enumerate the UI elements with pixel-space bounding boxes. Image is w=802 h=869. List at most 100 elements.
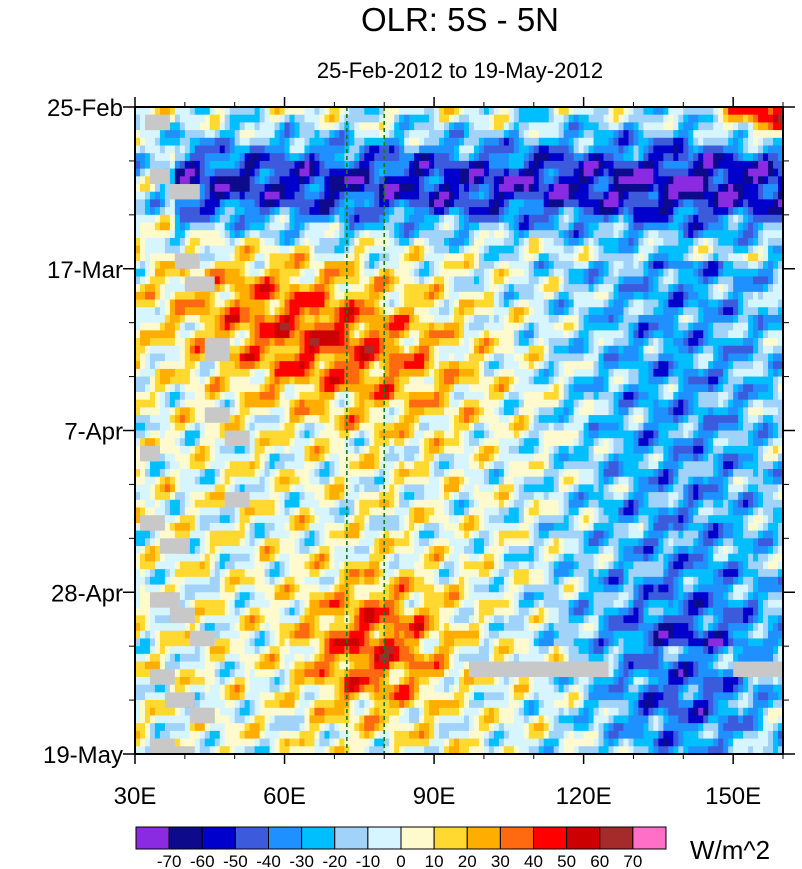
heatmap-cell: [663, 276, 669, 285]
heatmap-cell: [498, 137, 505, 147]
heatmap-cell: [384, 338, 390, 347]
heatmap-cell: [359, 338, 365, 347]
heatmap-cell: [743, 176, 749, 185]
heatmap-cell: [419, 284, 425, 293]
heatmap-cell: [508, 222, 515, 231]
heatmap-cell: [753, 207, 759, 216]
heatmap-cell: [688, 145, 694, 154]
heatmap-cell: [583, 114, 590, 123]
heatmap-cell: [708, 322, 714, 331]
heatmap-cell: [763, 276, 769, 285]
heatmap-cell: [184, 114, 191, 123]
heatmap-cell: [154, 345, 161, 355]
heatmap-cell: [349, 160, 355, 170]
heatmap-cell: [349, 122, 355, 131]
heatmap-cell: [229, 114, 236, 123]
heatmap-cell: [583, 168, 590, 177]
heatmap-cell: [309, 284, 316, 293]
heatmap-cell: [189, 368, 196, 378]
heatmap-cell: [184, 322, 191, 331]
heatmap-cell: [633, 184, 640, 193]
heatmap-cell: [314, 207, 321, 216]
heatmap-cell: [419, 291, 425, 301]
heatmap-cell: [174, 160, 181, 170]
heatmap-cell: [149, 291, 156, 301]
heatmap-cell: [558, 237, 565, 247]
heatmap-cell: [444, 237, 450, 247]
heatmap-cell: [429, 176, 435, 185]
heatmap-cell: [488, 230, 495, 239]
heatmap-cell: [683, 384, 689, 393]
heatmap-cell: [459, 291, 465, 301]
heatmap-cell: [334, 145, 340, 154]
heatmap-cell: [399, 276, 405, 285]
heatmap-cell: [693, 345, 699, 355]
heatmap-cell: [269, 291, 276, 301]
heatmap-cell: [454, 153, 460, 162]
heatmap-cell: [344, 353, 350, 362]
heatmap-cell: [409, 230, 415, 239]
heatmap-cell: [439, 168, 445, 177]
heatmap-cell: [139, 137, 146, 147]
heatmap-cell: [538, 345, 545, 355]
heatmap-cell: [384, 376, 390, 385]
heatmap-cell: [214, 130, 221, 139]
heatmap-cell: [683, 314, 689, 324]
heatmap-cell: [459, 345, 465, 355]
heatmap-cell: [249, 160, 256, 170]
heatmap-cell: [693, 168, 699, 177]
heatmap-cell: [658, 338, 664, 347]
heatmap-cell: [389, 276, 395, 285]
heatmap-cell: [508, 130, 515, 139]
heatmap-cell: [239, 276, 246, 285]
heatmap-cell: [259, 299, 266, 308]
heatmap-cell: [773, 353, 779, 362]
heatmap-cell: [179, 153, 186, 162]
heatmap-cell: [693, 237, 699, 247]
heatmap-cell: [473, 199, 480, 208]
heatmap-cell: [339, 399, 345, 408]
heatmap-cell: [638, 184, 645, 193]
heatmap-cell: [169, 384, 176, 393]
heatmap-cell: [538, 237, 545, 247]
heatmap-cell: [638, 222, 645, 231]
heatmap-cell: [369, 230, 375, 239]
heatmap-cell: [199, 368, 206, 378]
heatmap-cell: [294, 153, 301, 162]
heatmap-cell: [628, 237, 635, 247]
heatmap-cell: [633, 114, 640, 123]
heatmap-cell: [244, 207, 251, 216]
heatmap-cell: [758, 207, 764, 216]
heatmap-cell: [478, 230, 485, 239]
heatmap-cell: [703, 338, 709, 347]
heatmap-cell: [309, 299, 316, 308]
heatmap-cell: [304, 199, 311, 208]
heatmap-cell: [593, 276, 600, 285]
heatmap-cell: [159, 391, 166, 401]
heatmap-cell: [608, 361, 615, 370]
heatmap-cell: [384, 184, 390, 193]
heatmap-cell: [154, 199, 161, 208]
heatmap-cell: [329, 137, 335, 147]
heatmap-cell: [454, 214, 460, 224]
heatmap-cell: [558, 276, 565, 285]
heatmap-cell: [189, 307, 196, 316]
heatmap-cell: [653, 268, 659, 278]
heatmap-cell: [354, 268, 360, 278]
heatmap-cell: [419, 184, 425, 193]
heatmap-cell: [778, 207, 784, 216]
heatmap-cell: [523, 145, 530, 154]
heatmap-cell: [314, 176, 321, 185]
heatmap-cell: [239, 145, 246, 154]
heatmap-cell: [603, 345, 610, 355]
heatmap-cell: [259, 307, 266, 316]
heatmap-cell: [738, 207, 744, 216]
heatmap-cell: [159, 261, 166, 270]
heatmap-cell: [204, 253, 211, 262]
heatmap-cell: [404, 145, 410, 154]
heatmap-cell: [279, 253, 286, 262]
heatmap-cell: [473, 214, 480, 224]
heatmap-cell: [349, 230, 355, 239]
heatmap-cell: [538, 338, 545, 347]
heatmap-cell: [643, 199, 650, 208]
